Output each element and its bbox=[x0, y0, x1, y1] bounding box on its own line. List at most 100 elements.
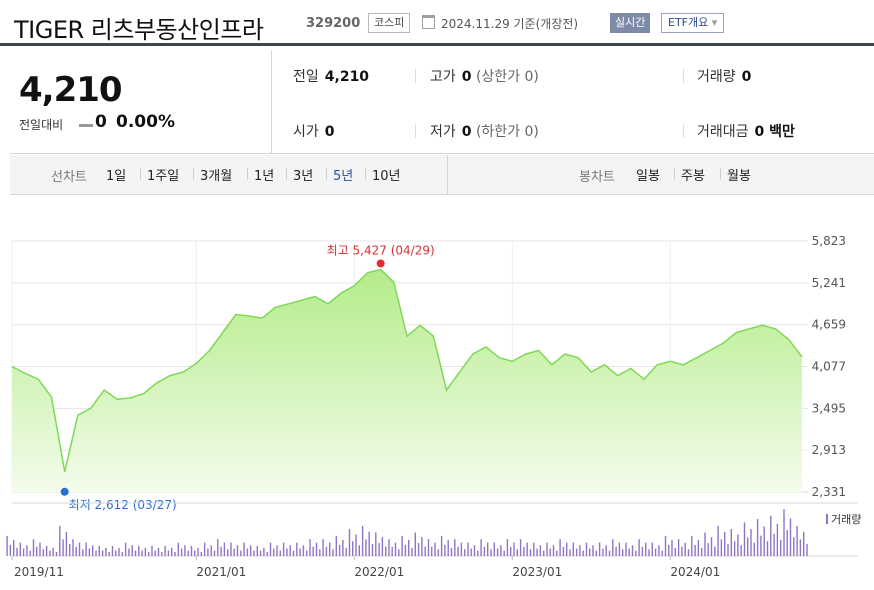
volume-bar bbox=[526, 542, 528, 556]
volume-bar bbox=[780, 539, 782, 556]
y-tick-label: 5,823 bbox=[812, 234, 846, 248]
volume-bar bbox=[167, 550, 170, 556]
low-label: 저가 bbox=[430, 124, 456, 140]
volume-bar bbox=[32, 539, 35, 556]
price-area bbox=[12, 269, 802, 492]
period-tab-2[interactable]: 3개월 bbox=[200, 169, 233, 184]
volume-bar bbox=[269, 542, 272, 556]
volume-bar bbox=[529, 549, 532, 556]
period-tab-3[interactable]: 1년 bbox=[254, 169, 275, 184]
y-tick-label: 5,241 bbox=[812, 276, 846, 290]
volume-bar bbox=[733, 541, 736, 556]
volume-bar bbox=[654, 548, 657, 556]
volume-bar bbox=[730, 529, 732, 556]
volume-bar bbox=[457, 546, 459, 556]
volume-bar bbox=[608, 550, 611, 556]
volume-bar bbox=[450, 547, 453, 556]
volume-bar bbox=[424, 546, 426, 556]
volume-bars bbox=[6, 502, 858, 557]
volume-bar bbox=[628, 548, 630, 556]
volume-bar bbox=[299, 548, 301, 556]
base-date: 2024.11.29 기준(개장전) bbox=[441, 17, 579, 31]
high-label: 고가 bbox=[430, 69, 456, 85]
stock-name: TIGER 리츠부동산인프라 bbox=[14, 16, 264, 44]
volume-bar bbox=[687, 549, 690, 556]
volume-bar bbox=[460, 542, 463, 556]
volume-bar bbox=[302, 545, 305, 556]
etf-info-label: ETF개요 bbox=[668, 16, 709, 29]
volume-bar bbox=[519, 539, 522, 556]
volume-bar bbox=[454, 539, 456, 556]
volume-bar bbox=[743, 522, 746, 556]
x-tick-label: 2021/01 bbox=[196, 565, 246, 579]
amount-label: 거래대금 bbox=[697, 124, 749, 140]
volume-bar bbox=[579, 545, 581, 556]
volume-bar bbox=[236, 545, 239, 556]
volume-bar bbox=[523, 546, 525, 556]
period-separator bbox=[193, 168, 194, 180]
period-tab-0[interactable]: 1일 bbox=[106, 169, 127, 184]
etf-info-dropdown[interactable]: ETF개요 ▾ bbox=[661, 13, 725, 33]
volume-bar bbox=[289, 545, 291, 556]
price-chart: 5,823 5,241 4,659 4,077 3,495 2,913 2,331 최고 5… bbox=[6, 234, 858, 579]
volume-bar bbox=[375, 532, 377, 556]
period-separator bbox=[326, 168, 327, 180]
candle-tab-2[interactable]: 월봉 bbox=[727, 169, 751, 184]
volume-bar bbox=[128, 548, 130, 556]
volume-bar bbox=[322, 539, 324, 556]
volume-bar bbox=[345, 547, 347, 556]
volume-bar bbox=[674, 547, 676, 556]
volume-bar bbox=[747, 537, 749, 556]
period-tab-4[interactable]: 3년 bbox=[293, 169, 314, 184]
volume-bar bbox=[141, 550, 143, 556]
volume-bar bbox=[668, 544, 670, 556]
period-tab-6[interactable]: 10년 bbox=[372, 169, 401, 184]
volume-bar bbox=[427, 539, 430, 556]
market-badge: 코스피 bbox=[368, 13, 411, 33]
volume-bar bbox=[806, 543, 808, 556]
x-axis-ticks: 2019/11 2021/01 2022/01 2023/01 2024/01 bbox=[11, 556, 720, 579]
volume-bar bbox=[506, 539, 509, 556]
volume-bar bbox=[365, 539, 367, 556]
volume-bar bbox=[631, 545, 634, 556]
volume-bar bbox=[325, 546, 328, 556]
volume-bar bbox=[49, 550, 51, 556]
volume-bar bbox=[549, 548, 551, 556]
volume-bar bbox=[437, 549, 439, 556]
volume-bar bbox=[253, 550, 255, 556]
period-tab-1[interactable]: 1주일 bbox=[147, 169, 180, 184]
volume-bar bbox=[701, 547, 703, 556]
stat-divider bbox=[683, 124, 684, 138]
volume-bar bbox=[368, 531, 370, 556]
prev-close-value: 4,210 bbox=[324, 69, 370, 85]
realtime-button[interactable]: 실시간 bbox=[610, 13, 651, 33]
volume-bar bbox=[641, 546, 644, 556]
period-separator bbox=[720, 168, 721, 180]
volume-bar bbox=[635, 550, 637, 556]
volume-bar bbox=[95, 550, 97, 556]
volume-bar bbox=[697, 539, 700, 556]
volume-bar bbox=[148, 552, 150, 556]
volume-bar bbox=[398, 549, 400, 556]
volume-bar bbox=[694, 544, 696, 556]
volume-bar bbox=[279, 550, 281, 556]
volume-bar bbox=[98, 545, 100, 556]
volume-bar bbox=[243, 542, 245, 556]
volume-bar bbox=[559, 539, 561, 556]
prev-close-label: 전일 bbox=[293, 69, 319, 85]
candle-tab-1[interactable]: 주봉 bbox=[681, 169, 705, 184]
volume-bar bbox=[348, 529, 351, 556]
volume-bar bbox=[72, 539, 74, 556]
volume-bar bbox=[440, 535, 443, 556]
volume-bar bbox=[569, 549, 571, 556]
y-tick-label: 2,331 bbox=[812, 485, 846, 499]
period-tab-5[interactable]: 5년 bbox=[333, 169, 354, 184]
volume-bar bbox=[760, 535, 762, 556]
volume-bar bbox=[543, 550, 545, 556]
stat-divider bbox=[415, 124, 416, 138]
volume-bar bbox=[477, 550, 479, 556]
volume-bar bbox=[710, 537, 713, 556]
candle-tab-0[interactable]: 일봉 bbox=[636, 169, 660, 184]
volume-bar bbox=[306, 550, 308, 556]
y-tick-label: 2,913 bbox=[812, 443, 846, 457]
